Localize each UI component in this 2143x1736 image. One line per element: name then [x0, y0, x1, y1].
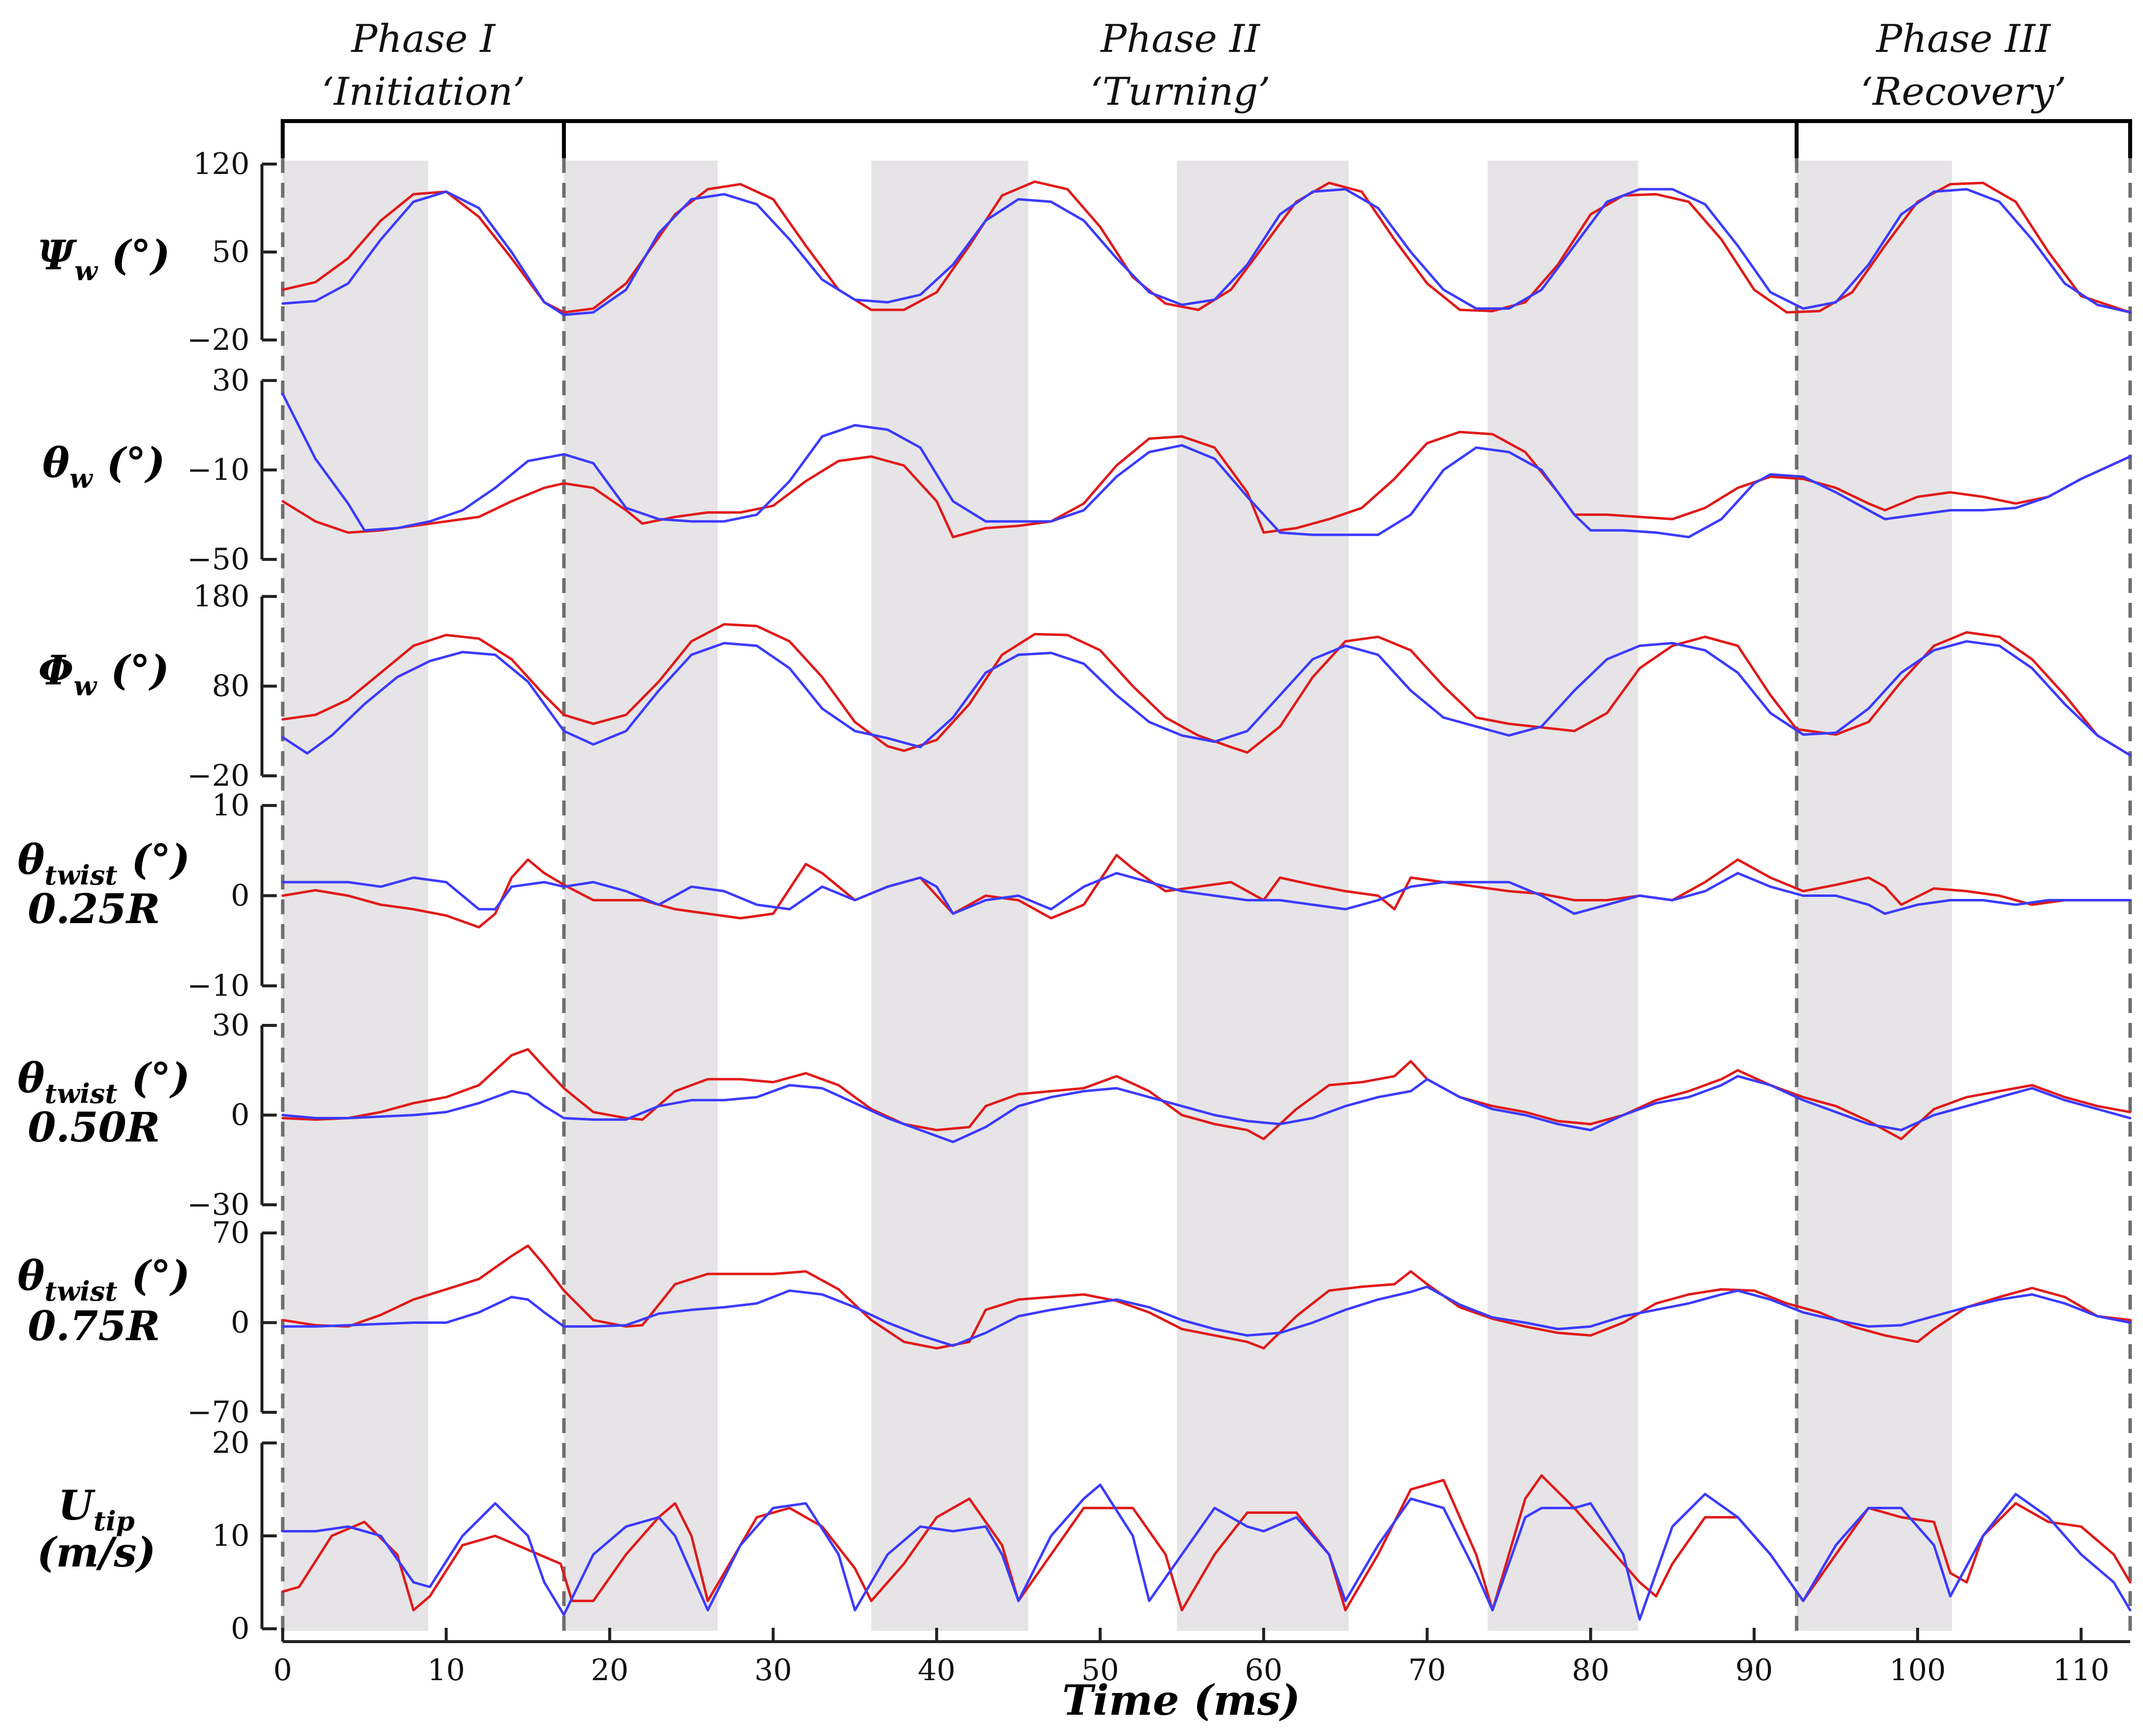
panel-5-ylabel-line2: 0.75R: [28, 1303, 160, 1350]
panel-1-ytick-label-0: 30: [212, 363, 250, 398]
x-tick-label-6: 60: [1245, 1653, 1283, 1688]
x-axis-label: Time (ms): [1062, 1676, 1300, 1725]
panel-3-ylabel-line2: 0.25R: [28, 886, 160, 933]
panel-1-ylabel: θw (°): [43, 439, 165, 494]
panel-2-ytick-label-1: 80: [212, 669, 250, 704]
phase-2-name: Phase III: [1875, 17, 2052, 61]
panel-0-ytick-label-2: −20: [187, 323, 250, 357]
phase-0-label: ‘Initiation’: [322, 70, 525, 114]
shaded-interval-1: [563, 161, 718, 1631]
panel-5-red-series: [281, 1244, 2132, 1350]
panel-1-ytick-label-2: −50: [187, 542, 250, 577]
panel-u-tip: Utip (m/s) 20 10 0: [37, 1426, 2132, 1646]
panel-4-ytick-label-2: −30: [187, 1187, 250, 1222]
panel-4-red-series: [281, 1048, 2132, 1141]
panel-4-ylabel-line2: 0.50R: [28, 1104, 160, 1151]
x-tick-label-0: 0: [273, 1653, 292, 1688]
x-tick-label-2: 20: [591, 1653, 628, 1688]
panel-6-ylabel-line2: (m/s): [37, 1529, 156, 1576]
panel-6-ytick-label-1: 10: [212, 1519, 250, 1553]
x-tick-label-7: 70: [1408, 1653, 1446, 1688]
panel-0-ylabel: Ψw (°): [38, 232, 171, 287]
panel-4-ylabel: θtwist (°): [17, 1055, 190, 1109]
phase-2-label: ‘Recovery’: [1860, 70, 2066, 114]
panel-twist-075r: θtwist (°) 0.75R 70 0 −70: [17, 1216, 2132, 1430]
panel-3-blue-series: [281, 872, 2132, 915]
x-tick-label-4: 40: [918, 1653, 955, 1688]
panel-5-ytick-label-2: −70: [187, 1395, 250, 1430]
panel-0-red-series: [281, 180, 2132, 314]
panel-3-ytick-label-1: 0: [231, 879, 250, 913]
panel-4-blue-series: [281, 1075, 2132, 1143]
phase-header: Phase I ‘Initiation’ Phase II ‘Turning’ Phas…: [281, 17, 2132, 158]
panel-twist-025r: θtwist (°) 0.25R 10 0 −10: [17, 788, 2132, 1003]
panel-4-ytick-label-1: 0: [231, 1098, 250, 1133]
x-tick-label-8: 80: [1572, 1653, 1609, 1688]
panel-6-ytick-label-0: 20: [212, 1426, 250, 1460]
shaded-interval-0: [283, 161, 429, 1631]
panel-1-ytick-label-1: −10: [187, 453, 250, 487]
panel-5-ytick-label-1: 0: [231, 1306, 250, 1340]
panel-3-red-series: [281, 853, 2132, 929]
x-tick-label-11: 110: [2053, 1653, 2109, 1688]
panel-psi-w: Ψw (°) 120 50 −20: [38, 147, 2132, 357]
panel-theta-w: θw (°) 30 −10 −50: [43, 363, 2132, 577]
panel-5-blue-series: [281, 1285, 2132, 1347]
phase-1-label: ‘Turning’: [1090, 70, 1270, 114]
panel-4-ytick-label-0: 30: [212, 1008, 250, 1043]
x-tick-label-1: 10: [428, 1653, 465, 1688]
panel-3-ytick-label-2: −10: [187, 969, 250, 1003]
panel-2-ytick-label-2: −20: [187, 759, 250, 793]
panel-phi-w: Φw (°) 180 80 −20: [38, 579, 2132, 793]
shaded-interval-3: [1177, 161, 1349, 1631]
panel-1-blue-series: [281, 392, 2132, 539]
panel-2-ytick-label-0: 180: [193, 579, 250, 614]
panel-2-blue-series: [281, 640, 2132, 757]
panel-2-ylabel: Φw (°): [38, 647, 169, 702]
x-tick-label-3: 30: [754, 1653, 792, 1688]
panel-0-blue-series: [281, 188, 2132, 316]
panel-5-ytick-label-0: 70: [212, 1216, 250, 1250]
panel-0-ytick-label-0: 120: [193, 147, 250, 181]
x-axis: 0 10 20 30 40 50 60 70 80 90 100 110: [273, 1628, 2130, 1688]
phase-1-name: Phase II: [1100, 17, 1261, 61]
panel-5-ylabel: θtwist (°): [17, 1252, 190, 1307]
x-tick-label-5: 50: [1081, 1653, 1119, 1688]
panel-2-red-series: [281, 623, 2132, 757]
shaded-interval-4: [1487, 161, 1638, 1631]
panel-3-ylabel: θtwist (°): [17, 836, 190, 891]
panel-twist-050r: θtwist (°) 0.50R 30 0 −30: [17, 1008, 2132, 1222]
panel-0-ytick-label-1: 50: [212, 235, 250, 269]
panel-6-ytick-label-2: 0: [231, 1611, 250, 1646]
panel-6-ylabel: Utip: [58, 1482, 135, 1537]
x-tick-label-10: 100: [1889, 1653, 1946, 1688]
shaded-intervals: [283, 161, 1952, 1631]
panel-6-blue-series: [281, 1483, 2132, 1621]
x-tick-label-9: 90: [1735, 1653, 1773, 1688]
panel-3-ytick-label-0: 10: [212, 788, 250, 823]
phase-0-name: Phase I: [350, 17, 496, 61]
shaded-interval-2: [871, 161, 1029, 1631]
